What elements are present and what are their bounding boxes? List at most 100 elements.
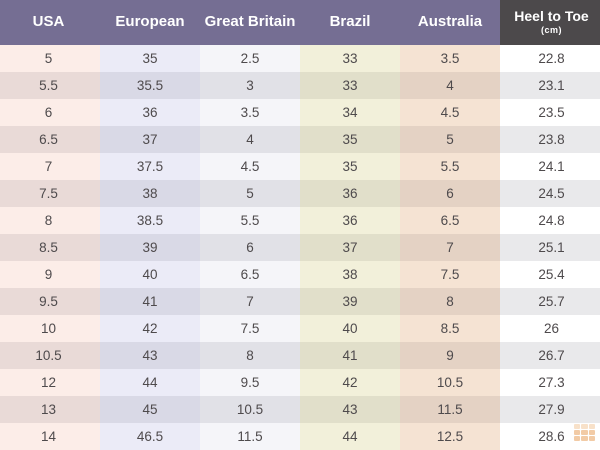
column-header-label: Great Britain [204, 13, 296, 31]
size-cell: 24.8 [538, 213, 565, 228]
size-cell: 6.5 [200, 261, 300, 288]
size-cell: 3 [200, 72, 300, 99]
size-cell: 6.5 [0, 126, 100, 153]
size-cell: 5.5 [400, 153, 500, 180]
size-cell: 8 [400, 288, 500, 315]
size-cell: 25.1 [538, 240, 565, 255]
size-cell: 45 [100, 396, 200, 423]
size-cell: 34 [300, 99, 400, 126]
size-cell: 42 [100, 315, 200, 342]
table-body: 5 35 2.5 33 3.5 22.8 5.5 35.5 3 33 4 23.1 6 36 3.5 34 4.… [0, 45, 600, 450]
size-cell: 6 [200, 234, 300, 261]
column-header-heel-to-toe: Heel to Toe (cm) [500, 0, 600, 45]
table-row: 5.5 35.5 3 33 4 23.1 [0, 72, 600, 99]
size-cell: 24.5 [538, 186, 565, 201]
column-header-great-britain: Great Britain [200, 0, 300, 45]
size-cell: 4.5 [400, 99, 500, 126]
size-cell: 23.8 [538, 132, 565, 147]
size-cell: 2.5 [200, 45, 300, 72]
size-cell: 23.5 [538, 105, 565, 120]
size-cell: 41 [100, 288, 200, 315]
size-cell: 4.5 [200, 153, 300, 180]
size-cell: 11.5 [400, 396, 500, 423]
size-cell: 4 [200, 126, 300, 153]
size-cell: 37 [100, 126, 200, 153]
size-cell: 9.5 [0, 288, 100, 315]
size-cell: 39 [300, 288, 400, 315]
size-cell: 23.1 [538, 78, 565, 93]
size-cell: 27.3 [538, 375, 565, 390]
column-header-label: USA [32, 13, 65, 31]
size-cell: 12.5 [400, 423, 500, 450]
size-cell: 11.5 [200, 423, 300, 450]
column-header-unit: (cm) [540, 24, 562, 35]
size-cell: 40 [300, 315, 400, 342]
table-row: 8 38.5 5.5 36 6.5 24.8 [0, 207, 600, 234]
column-header-brazil: Brazil [300, 0, 400, 45]
size-cell: 26 [543, 321, 560, 336]
size-cell: 35 [100, 45, 200, 72]
size-cell: 13 [0, 396, 100, 423]
table-row: 5 35 2.5 33 3.5 22.8 [0, 45, 600, 72]
column-header-label: Brazil [329, 13, 371, 31]
table-row: 14 46.5 11.5 44 12.5 28.6 [0, 423, 600, 450]
size-cell: 40 [100, 261, 200, 288]
table-row: 9.5 41 7 39 8 25.7 [0, 288, 600, 315]
size-cell: 4 [400, 72, 500, 99]
size-cell: 14 [0, 423, 100, 450]
size-cell: 37.5 [100, 153, 200, 180]
size-cell: 25.7 [538, 294, 565, 309]
size-cell: 10.5 [200, 396, 300, 423]
size-cell: 24.1 [538, 159, 565, 174]
size-cell: 26.7 [538, 348, 565, 363]
size-cell: 28.6 [538, 429, 565, 444]
column-header-european: European [100, 0, 200, 45]
size-cell: 39 [100, 234, 200, 261]
size-cell: 22.8 [538, 51, 565, 66]
table-row: 6.5 37 4 35 5 23.8 [0, 126, 600, 153]
size-cell: 33 [300, 45, 400, 72]
size-cell: 7 [0, 153, 100, 180]
size-cell: 43 [100, 342, 200, 369]
size-cell: 41 [300, 342, 400, 369]
size-cell: 6 [400, 180, 500, 207]
size-cell: 33 [300, 72, 400, 99]
size-cell: 36 [300, 207, 400, 234]
size-cell: 5.5 [0, 72, 100, 99]
size-cell: 9 [0, 261, 100, 288]
size-cell: 27.9 [538, 402, 565, 417]
column-header-label: European [115, 13, 185, 31]
table-row: 13 45 10.5 43 11.5 27.9 [0, 396, 600, 423]
size-cell: 10.5 [0, 342, 100, 369]
size-cell: 9.5 [200, 369, 300, 396]
size-cell: 37 [300, 234, 400, 261]
size-cell: 6.5 [400, 207, 500, 234]
size-cell: 35.5 [100, 72, 200, 99]
table-row: 6 36 3.5 34 4.5 23.5 [0, 99, 600, 126]
size-cell: 44 [100, 369, 200, 396]
size-cell: 7 [200, 288, 300, 315]
size-cell: 36 [300, 180, 400, 207]
size-cell: 5 [200, 180, 300, 207]
size-cell: 5 [0, 45, 100, 72]
column-header-usa: USA [0, 0, 100, 45]
size-cell: 8.5 [0, 234, 100, 261]
table-row: 9 40 6.5 38 7.5 25.4 [0, 261, 600, 288]
size-cell: 46.5 [100, 423, 200, 450]
size-cell: 6 [0, 99, 100, 126]
table-row: 8.5 39 6 37 7 25.1 [0, 234, 600, 261]
size-cell: 35 [300, 126, 400, 153]
size-cell: 38 [100, 180, 200, 207]
table-row: 12 44 9.5 42 10.5 27.3 [0, 369, 600, 396]
size-cell: 38 [300, 261, 400, 288]
size-cell: 5.5 [200, 207, 300, 234]
size-cell: 5 [400, 126, 500, 153]
size-cell: 7.5 [400, 261, 500, 288]
size-cell: 3.5 [400, 45, 500, 72]
column-header-label: Australia [417, 13, 483, 31]
size-cell: 36 [100, 99, 200, 126]
size-cell: 10.5 [400, 369, 500, 396]
size-cell: 7.5 [200, 315, 300, 342]
size-cell: 44 [300, 423, 400, 450]
